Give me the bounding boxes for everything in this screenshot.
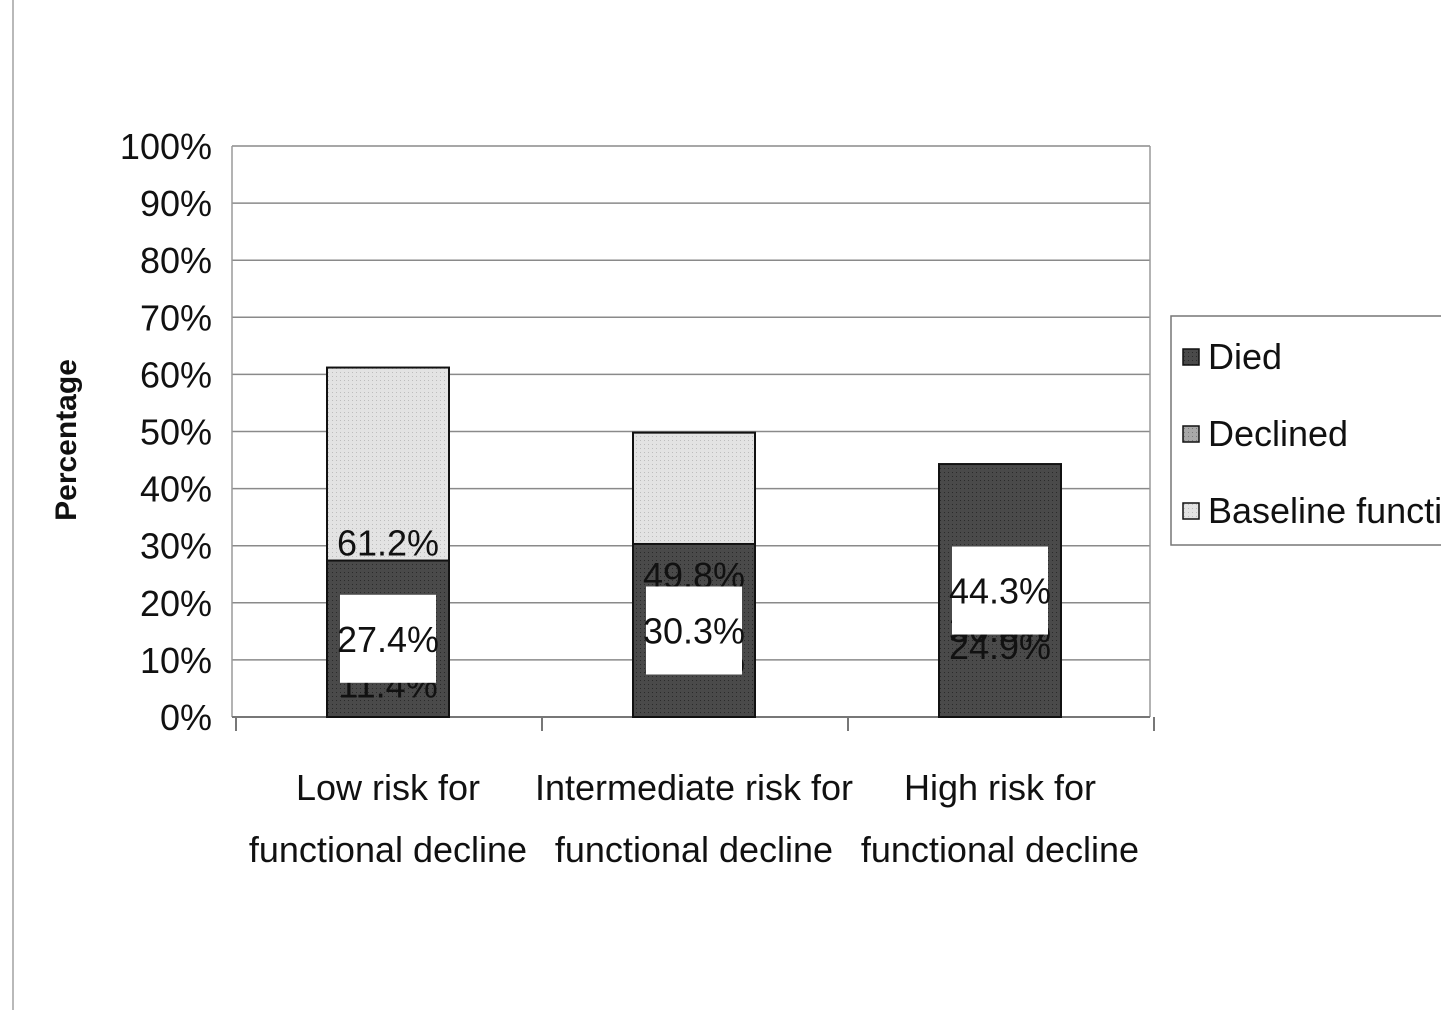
- data-label-box: [646, 586, 742, 675]
- y-tick-label: 70%: [140, 297, 212, 338]
- x-category-label: functional decline: [555, 829, 833, 870]
- legend-box: [1170, 315, 1441, 546]
- left-border-rule: [12, 0, 14, 1010]
- y-tick-label: 100%: [120, 126, 212, 167]
- legend-label: Declined: [1208, 413, 1348, 454]
- data-label: 44.3%: [949, 571, 1051, 612]
- y-axis-label: Percentage: [50, 359, 83, 521]
- data-label: 30.3%: [643, 610, 745, 651]
- y-tick-label: 0%: [160, 697, 212, 738]
- y-tick-label: 40%: [140, 469, 212, 510]
- legend-swatch: [1182, 502, 1200, 520]
- y-tick-label: 10%: [140, 640, 212, 681]
- x-category-label: functional decline: [861, 829, 1139, 870]
- x-category-label: High risk for: [904, 767, 1096, 808]
- data-labels: 61.2%11.4%27.4%49.8%19.9%30.3%30.8%24.9%…: [337, 522, 1051, 705]
- x-category-label: functional decline: [249, 829, 527, 870]
- legend-swatch: [1182, 425, 1200, 443]
- data-label-box: [340, 594, 436, 683]
- legend-swatch: [1182, 348, 1200, 366]
- x-category-label: Intermediate risk for: [535, 767, 853, 808]
- data-label: 27.4%: [337, 619, 439, 660]
- y-tick-label: 90%: [140, 183, 212, 224]
- x-category-label: Low risk for: [296, 767, 480, 808]
- y-tick-label: 30%: [140, 526, 212, 567]
- y-tick-label: 80%: [140, 240, 212, 281]
- y-tick-label: 50%: [140, 412, 212, 453]
- legend-label: Baseline function: [1208, 490, 1441, 531]
- data-label: 61.2%: [337, 522, 439, 563]
- legend-label: Died: [1208, 336, 1282, 377]
- y-tick-label: 60%: [140, 354, 212, 395]
- legend: Died Declined Baseline function: [1170, 315, 1441, 546]
- data-label-box: [952, 546, 1048, 635]
- y-tick-label: 20%: [140, 583, 212, 624]
